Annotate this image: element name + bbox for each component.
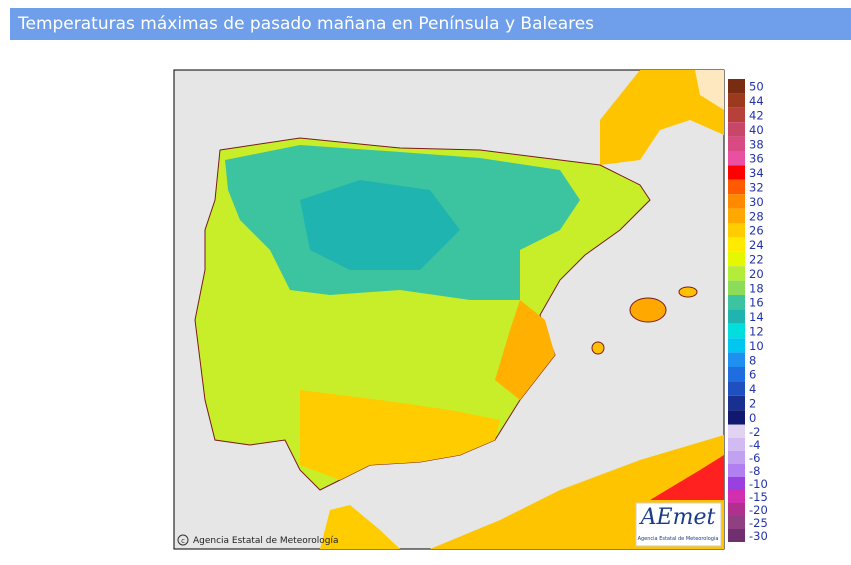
legend-swatch bbox=[728, 136, 745, 151]
legend-label: 20 bbox=[749, 267, 764, 281]
east-warm bbox=[495, 300, 555, 400]
legend-label: -30 bbox=[749, 529, 768, 543]
legend-label: 6 bbox=[749, 368, 756, 382]
legend-label: 40 bbox=[749, 123, 764, 137]
legend-swatch bbox=[728, 516, 745, 529]
legend-swatch bbox=[728, 309, 745, 324]
africa-hot bbox=[650, 455, 724, 500]
legend-swatch bbox=[728, 451, 745, 464]
legend-swatch bbox=[728, 295, 745, 310]
legend-label: 28 bbox=[749, 209, 764, 223]
title-bar: Temperaturas máximas de pasado mañana en… bbox=[10, 8, 851, 40]
legend-label: 22 bbox=[749, 253, 764, 267]
legend-label: 10 bbox=[749, 339, 764, 353]
legend-label: 12 bbox=[749, 325, 764, 339]
legend-label: -10 bbox=[749, 477, 768, 491]
legend-swatch bbox=[728, 194, 745, 209]
legend-swatch bbox=[728, 381, 745, 396]
legend-label: 32 bbox=[749, 181, 764, 195]
map: AEmet Agencia Estatal de Meteorología c … bbox=[173, 69, 725, 550]
legend-swatch bbox=[728, 280, 745, 295]
legend-swatch bbox=[728, 79, 745, 94]
logo-subtitle: Agencia Estatal de Meteorología bbox=[638, 535, 719, 542]
legend-swatch bbox=[728, 165, 745, 180]
legend-swatch bbox=[728, 490, 745, 503]
logo-box bbox=[635, 502, 722, 547]
legend-swatch bbox=[728, 93, 745, 108]
legend-swatch bbox=[728, 503, 745, 516]
legend-swatch bbox=[728, 323, 745, 339]
legend-label: 34 bbox=[749, 166, 764, 180]
legend-label: 2 bbox=[749, 397, 756, 411]
legend-swatch bbox=[728, 410, 745, 425]
legend-label: 24 bbox=[749, 238, 764, 252]
menorca bbox=[678, 286, 698, 298]
mallorca bbox=[629, 297, 667, 323]
legend-label: 0 bbox=[749, 411, 756, 425]
legend-swatch bbox=[728, 251, 745, 267]
legend-label: 18 bbox=[749, 281, 764, 295]
copyright-c: c bbox=[181, 537, 185, 545]
legend-swatch bbox=[728, 464, 745, 477]
legend-label: 36 bbox=[749, 152, 764, 166]
copyright-icon bbox=[177, 534, 189, 546]
legend-swatch bbox=[728, 529, 745, 542]
france bbox=[600, 70, 724, 165]
legend-swatch bbox=[728, 266, 745, 281]
legend-label: 50 bbox=[749, 80, 764, 94]
legend-swatch bbox=[728, 338, 745, 353]
legend-label: 42 bbox=[749, 109, 764, 123]
south-warm bbox=[300, 390, 500, 480]
legend-label: 4 bbox=[749, 382, 756, 396]
legend-label: -6 bbox=[749, 451, 760, 465]
legend-swatch bbox=[728, 237, 745, 252]
north-plateau-cool bbox=[300, 180, 460, 270]
legend-swatch bbox=[728, 367, 745, 382]
legend-label: 38 bbox=[749, 137, 764, 151]
legend-label: -20 bbox=[749, 503, 768, 517]
legend-label: 8 bbox=[749, 353, 756, 367]
legend-swatch bbox=[728, 151, 745, 166]
legend-label: 26 bbox=[749, 224, 764, 238]
legend-swatch bbox=[728, 438, 745, 451]
legend-label: -2 bbox=[749, 425, 760, 439]
legend-swatch bbox=[728, 395, 745, 411]
copyright: Agencia Estatal de Meteorología bbox=[193, 536, 339, 546]
legend-swatch bbox=[728, 425, 745, 438]
legend-swatch bbox=[728, 208, 745, 223]
legend-swatch bbox=[728, 122, 745, 137]
legend-label: 30 bbox=[749, 195, 764, 209]
legend-swatch bbox=[728, 107, 745, 123]
legend-label: 14 bbox=[749, 310, 764, 324]
legend-label: 44 bbox=[749, 94, 764, 108]
legend-swatch bbox=[728, 352, 745, 367]
logo: AEmet bbox=[639, 505, 716, 530]
legend-swatch bbox=[728, 179, 745, 195]
france-alps bbox=[695, 70, 724, 110]
ibiza bbox=[591, 341, 605, 355]
legend-swatch bbox=[728, 477, 745, 490]
africa-west bbox=[320, 505, 400, 549]
legend-label: -4 bbox=[749, 438, 760, 452]
legend-label: 16 bbox=[749, 296, 764, 310]
legend-swatch bbox=[728, 223, 745, 238]
legend-label: -8 bbox=[749, 464, 760, 478]
legend: 5044424038363432302826242220181614121086… bbox=[728, 79, 768, 543]
legend-label: -25 bbox=[749, 516, 768, 530]
legend-label: -15 bbox=[749, 490, 768, 504]
